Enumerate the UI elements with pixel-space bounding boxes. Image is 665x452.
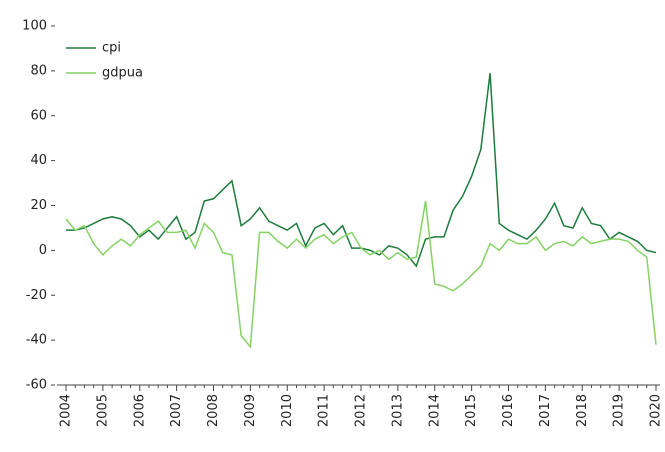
- y-tick-label: 100: [22, 19, 47, 34]
- y-tick-label: -20: [26, 288, 47, 303]
- y-tick-label: 40: [30, 153, 47, 168]
- x-tick-label: 2011: [317, 394, 332, 427]
- legend-label: gdpua: [102, 66, 143, 81]
- line-series: [65, 200, 657, 349]
- x-tick-label: 2014: [427, 394, 442, 427]
- x-tick-label: 2007: [169, 394, 184, 427]
- x-tick-label: 2015: [464, 394, 479, 427]
- x-tick-label: 2018: [575, 394, 590, 427]
- x-tick-label: 2017: [538, 394, 553, 427]
- x-tick-label: 2019: [612, 394, 627, 427]
- y-tick-label: -40: [26, 333, 47, 348]
- y-tick-label: 80: [30, 63, 47, 78]
- x-tick-label: 2010: [280, 394, 295, 427]
- x-tick-label: 2013: [390, 394, 405, 427]
- line-series: [66, 73, 657, 268]
- legend-label: cpi: [102, 41, 121, 56]
- x-tick-label: 2009: [243, 394, 258, 427]
- x-tick-label: 2006: [132, 394, 147, 427]
- y-tick-label: -60: [26, 378, 47, 393]
- y-tick-label: 0: [39, 243, 47, 258]
- y-tick-label: 60: [30, 108, 47, 123]
- x-tick-label: 2008: [206, 394, 221, 427]
- y-tick-label: 20: [30, 198, 47, 213]
- x-tick-label: 2012: [354, 394, 369, 427]
- x-tick-label: 2004: [59, 394, 74, 427]
- x-tick-label: 2005: [95, 394, 110, 427]
- x-tick-label: 2020: [649, 394, 664, 427]
- x-tick-label: 2016: [501, 394, 516, 427]
